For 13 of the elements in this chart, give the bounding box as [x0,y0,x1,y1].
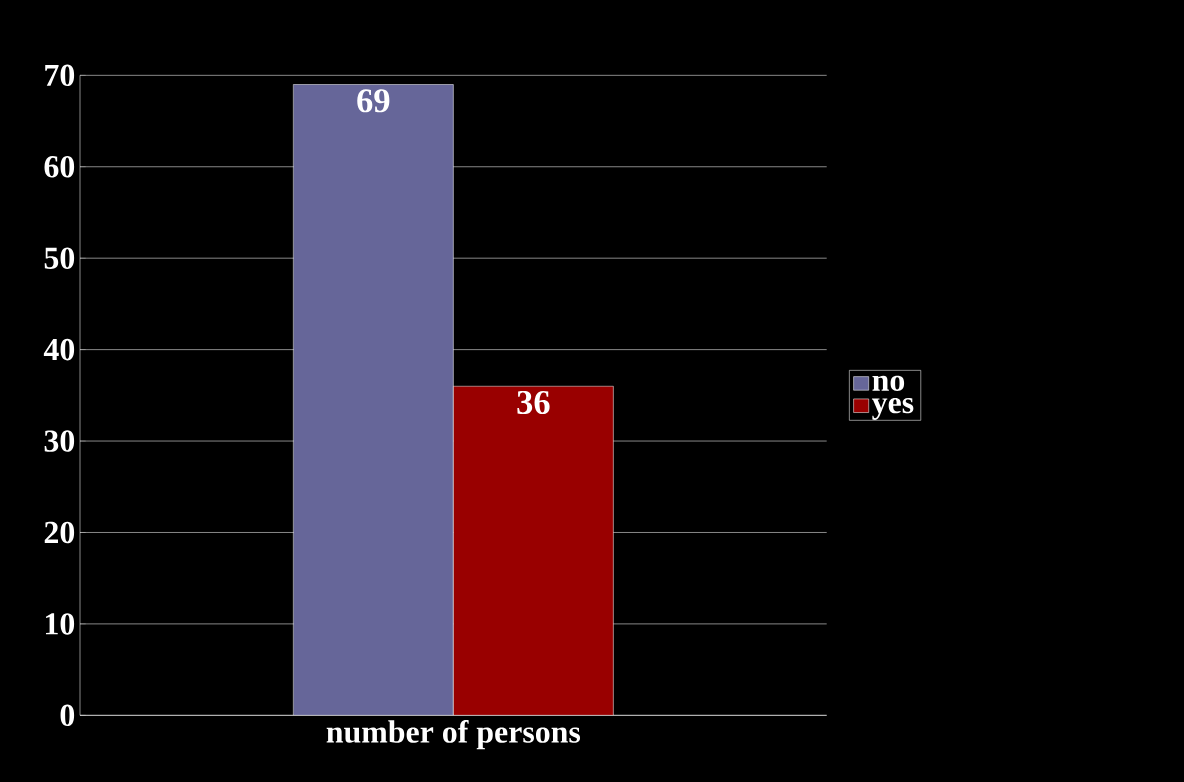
y-tick-label: 60 [44,156,75,178]
data-label: 69 [357,89,390,113]
y-tick-label: 20 [44,521,75,544]
legend-label: yes [871,397,914,420]
y-tick-label: 30 [44,430,75,452]
y-tick-label: 10 [45,613,75,635]
y-tick-label: 0 [60,704,75,727]
y-tick-label: 70 [45,64,75,87]
y-tick-label: 40 [43,338,75,361]
y-tick-label: 50 [44,247,75,269]
x-axis-title: number of persons [326,720,581,750]
legend-label: no [872,375,905,391]
data-label: 36 [517,390,550,415]
